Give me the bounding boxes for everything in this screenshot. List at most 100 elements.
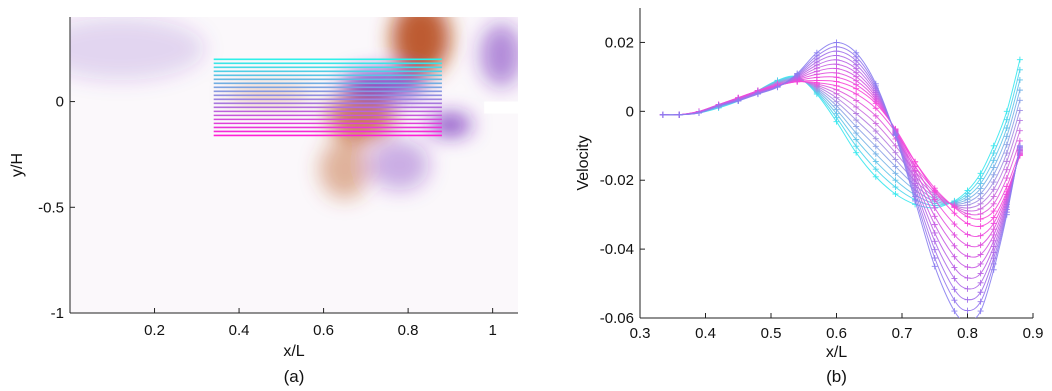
velocity-point-marker — [892, 142, 899, 149]
velocity-point-marker — [853, 130, 860, 137]
velocity-point-marker — [990, 214, 997, 221]
velocity-point-marker — [1016, 97, 1023, 104]
velocity-point-marker — [977, 170, 984, 177]
panel-b-x-tick-label: 0.3 — [630, 325, 651, 342]
velocity-point-marker — [951, 308, 958, 315]
velocity-curve — [659, 78, 1023, 223]
velocity-point-marker — [990, 186, 997, 193]
velocity-curve — [659, 76, 1023, 207]
velocity-point-marker — [977, 260, 984, 267]
velocity-curve-line — [662, 78, 1021, 205]
velocity-curve — [659, 56, 1023, 211]
velocity-point-marker — [990, 142, 997, 149]
velocity-point-marker — [990, 193, 997, 200]
panel-a-x-tick-label: 0.4 — [229, 322, 250, 339]
velocity-point-marker — [872, 112, 879, 119]
velocity-point-marker — [1016, 76, 1023, 83]
panel-b-axes: 0.3 0.4 0.5 0.6 0.7 0.8 0.9 0.02 0 -0.02 -0.04 -0.0… — [600, 8, 1044, 342]
velocity-point-marker — [1003, 211, 1010, 218]
velocity-point-marker — [1003, 133, 1010, 140]
velocity-point-marker — [951, 264, 958, 271]
velocity-point-marker — [964, 213, 971, 220]
panel-a-y-tick-label: 0 — [56, 94, 64, 111]
panel-a-y-tick-label: -1 — [51, 305, 64, 322]
panel-b-y-tick-label: -0.04 — [600, 241, 634, 258]
panel-b-x-tick-label: 0.9 — [1023, 325, 1044, 342]
velocity-point-marker — [853, 97, 860, 104]
velocity-point-marker — [715, 103, 722, 110]
velocity-point-marker — [853, 123, 860, 130]
velocity-point-marker — [977, 298, 984, 305]
panel-b-y-tick-label: 0 — [626, 103, 634, 120]
velocity-point-marker — [990, 179, 997, 186]
velocity-point-marker — [990, 266, 997, 273]
velocity-point-marker — [964, 242, 971, 249]
velocity-point-marker — [990, 226, 997, 233]
velocity-point-marker — [892, 191, 899, 197]
heatmap-negative-region — [479, 23, 518, 87]
panel-a-y-axis-label: y/H — [9, 153, 26, 177]
velocity-point-marker — [977, 195, 984, 202]
velocity-point-marker — [872, 143, 879, 150]
panel-a-axes: 0.2 0.4 0.6 0.8 1 0 -0.5 -1 — [38, 17, 518, 339]
velocity-point-marker — [1003, 125, 1010, 132]
velocity-point-marker — [853, 136, 860, 143]
velocity-point-marker — [931, 221, 938, 228]
velocity-point-marker — [951, 297, 958, 304]
velocity-point-marker — [951, 286, 958, 293]
velocity-point-marker — [951, 204, 958, 211]
velocity-point-marker — [977, 205, 984, 212]
velocity-point-marker — [1016, 87, 1023, 94]
panel-a-x-tick-label: 0.6 — [313, 322, 334, 339]
velocity-point-marker — [977, 242, 984, 249]
velocity-point-marker — [931, 213, 938, 220]
heatmap-field — [70, 17, 518, 313]
velocity-point-marker — [892, 132, 899, 139]
velocity-point-marker — [964, 285, 971, 292]
velocity-curve — [659, 43, 1023, 314]
velocity-point-marker — [872, 120, 879, 127]
velocity-point-marker — [951, 275, 958, 282]
panel-a-y-tick-label: -0.5 — [38, 199, 64, 216]
velocity-curve-line — [662, 78, 1021, 207]
velocity-point-marker — [892, 149, 899, 156]
velocity-point-marker — [964, 264, 971, 271]
velocity-point-marker — [676, 111, 683, 118]
velocity-curve-line — [662, 41, 1021, 318]
velocity-point-marker — [794, 70, 801, 77]
velocity-point-marker — [964, 253, 971, 260]
panel-b-y-axis-label: Velocity — [575, 135, 592, 190]
velocity-point-marker — [853, 90, 860, 97]
velocity-point-marker — [977, 200, 984, 207]
velocity-curve — [659, 65, 1023, 260]
velocity-point-marker — [990, 200, 997, 207]
velocity-point-marker — [1003, 150, 1010, 157]
velocity-point-marker — [1003, 141, 1010, 148]
velocity-point-marker — [892, 163, 899, 170]
velocity-curve-line — [662, 50, 1021, 301]
velocity-point-marker — [872, 166, 879, 173]
velocity-point-marker — [977, 223, 984, 230]
panel-b-caption: (b) — [826, 367, 847, 386]
velocity-point-marker — [853, 149, 860, 156]
velocity-point-marker — [892, 170, 899, 177]
overlay-lines — [213, 58, 442, 137]
velocity-point-marker — [990, 150, 997, 157]
panel-a-x-axis-label: x/L — [283, 343, 304, 360]
velocity-point-marker — [892, 156, 899, 163]
velocity-point-marker — [853, 143, 860, 150]
velocity-point-marker — [990, 220, 997, 227]
panel-b-y-tick-label: -0.06 — [600, 310, 634, 327]
velocity-point-marker — [735, 98, 742, 104]
velocity-point-marker — [872, 158, 879, 165]
velocity-point-marker — [931, 188, 938, 195]
panel-b-x-tick-label: 0.6 — [826, 325, 847, 342]
velocity-point-marker — [1016, 127, 1023, 134]
velocity-curve-line — [662, 59, 1021, 209]
velocity-point-marker — [977, 210, 984, 217]
heatmap-negative-region — [70, 17, 206, 81]
velocity-point-marker — [853, 103, 860, 110]
velocity-point-marker — [833, 39, 840, 46]
velocity-point-marker — [977, 289, 984, 296]
velocity-point-marker — [853, 117, 860, 124]
